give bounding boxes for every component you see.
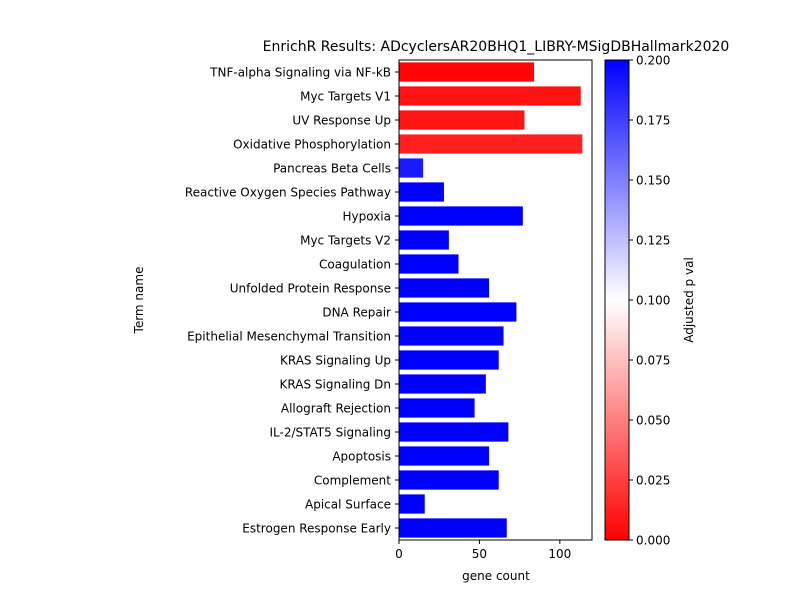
bar <box>399 422 509 442</box>
plot-frame <box>398 59 593 541</box>
y-tick-label: Myc Targets V1 <box>300 90 391 104</box>
colorbar-tick-label: 0.125 <box>636 234 670 248</box>
y-tick-label: KRAS Signaling Up <box>280 354 391 368</box>
bar <box>399 230 449 250</box>
bar <box>399 158 424 178</box>
y-tick-label: KRAS Signaling Dn <box>280 378 391 392</box>
bar <box>399 518 507 538</box>
colorbar-tick-label: 0.175 <box>636 114 670 128</box>
chart-title: EnrichR Results: ADcyclersAR20BHQ1_LIBRY… <box>263 39 730 55</box>
y-tick-labels: TNF-alpha Signaling via NF-kB Myc Targets… <box>185 66 399 536</box>
y-tick-label: Epithelial Mesenchymal Transition <box>187 330 391 344</box>
bar <box>399 182 445 202</box>
bar <box>399 350 499 370</box>
y-tick-label: Unfolded Protein Response <box>230 282 391 296</box>
y-tick-label: Hypoxia <box>342 210 391 224</box>
colorbar <box>604 59 630 541</box>
bar <box>399 62 535 82</box>
y-tick-label: Coagulation <box>319 258 391 272</box>
colorbar-tick-label: 0.150 <box>636 174 670 188</box>
colorbar-label: Adjusted p val <box>682 257 696 343</box>
y-tick-label: Apical Surface <box>305 498 391 512</box>
y-tick-label: IL-2/STAT5 Signaling <box>269 426 391 440</box>
bar <box>399 374 486 394</box>
bar <box>399 326 504 346</box>
colorbar-ticks: 0.000 0.025 0.050 0.075 0.100 0.125 0.150 0.175… <box>629 54 670 548</box>
colorbar-tick-label: 0.025 <box>636 474 670 488</box>
y-tick-label: Estrogen Response Early <box>242 522 391 536</box>
bar <box>399 134 583 154</box>
bar <box>399 494 425 514</box>
y-tick-label: Oxidative Phosphorylation <box>233 138 391 152</box>
bars-group <box>399 62 583 538</box>
bar <box>399 470 499 490</box>
colorbar-tick-label: 0.075 <box>636 354 670 368</box>
colorbar-tick-label: 0.200 <box>636 54 670 68</box>
x-tick-label: 0 <box>395 547 403 561</box>
y-tick-label: Myc Targets V2 <box>300 234 391 248</box>
bar <box>399 206 523 226</box>
y-tick-label: TNF-alpha Signaling via NF-kB <box>209 66 391 80</box>
x-axis-label: gene count <box>462 569 530 583</box>
bar <box>399 302 517 322</box>
bar <box>399 446 490 466</box>
bar <box>399 110 525 130</box>
y-tick-label: Apoptosis <box>332 450 391 464</box>
bar <box>399 254 459 274</box>
bar <box>399 398 475 418</box>
y-tick-label: DNA Repair <box>322 306 391 320</box>
bar <box>399 86 581 106</box>
x-tick-label: 50 <box>472 547 487 561</box>
x-ticks: 0 50 100 <box>395 540 571 561</box>
y-tick-label: Pancreas Beta Cells <box>273 162 391 176</box>
bar <box>399 278 490 298</box>
colorbar-tick-label: 0.100 <box>636 294 670 308</box>
y-axis-label: Term name <box>132 267 146 335</box>
y-tick-label: Complement <box>314 474 391 488</box>
colorbar-tick-label: 0.050 <box>636 414 670 428</box>
colorbar-tick-label: 0.000 <box>636 534 670 548</box>
y-tick-label: Reactive Oxygen Species Pathway <box>185 186 391 200</box>
x-tick-label: 100 <box>548 547 571 561</box>
y-tick-label: UV Response Up <box>292 114 391 128</box>
y-tick-label: Allograft Rejection <box>281 402 391 416</box>
